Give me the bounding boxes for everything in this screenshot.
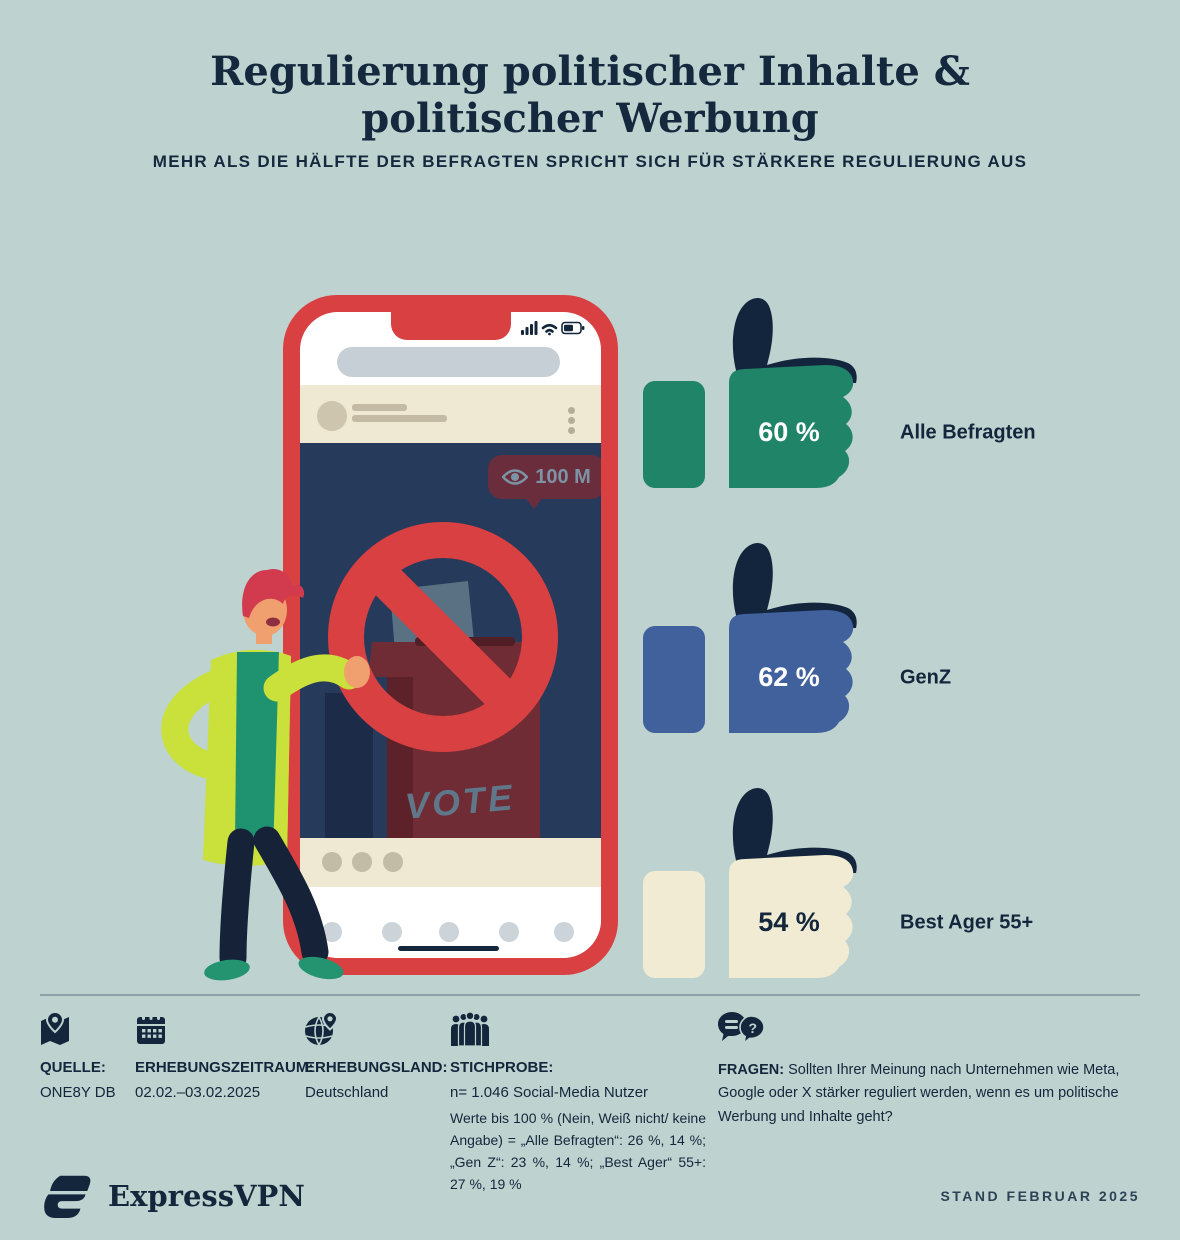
nav-dot-icon[interactable]	[499, 922, 519, 942]
avatar	[317, 401, 347, 431]
sample-value: n= 1.046 Social-Media Nutzer	[450, 1084, 649, 1101]
thumb-hand	[729, 610, 854, 733]
nav-dot-icon[interactable]	[439, 922, 459, 942]
prohibition-icon	[328, 522, 558, 752]
action-dot-icon[interactable]	[383, 852, 403, 872]
person-illustration	[161, 568, 370, 981]
post-menu-icon[interactable]	[568, 407, 575, 414]
questions-text: FRAGEN: Sollten Ihrer Meinung nach Unter…	[718, 1059, 1146, 1129]
phone-notch	[390, 312, 511, 340]
views-count: 100 M	[535, 465, 591, 488]
percentage-value: 54 %	[758, 907, 820, 937]
expressvpn-logo-icon	[44, 1175, 91, 1218]
person-hair	[242, 568, 305, 618]
battery-icon	[561, 321, 585, 335]
badge-tail	[525, 497, 543, 509]
sample-note: Werte bis 100 % (Nein, Weiß nicht/ keine…	[450, 1109, 706, 1192]
globe-pin-icon	[305, 1010, 339, 1046]
person-left-shoe	[204, 959, 250, 981]
group-label: Alle Befragten	[900, 421, 1036, 444]
footer-sample: STICHPROBE: n= 1.046 Social-Media Nutzer…	[450, 1011, 706, 1195]
chat-question-icon: ?	[718, 1012, 765, 1046]
person-mouth	[266, 617, 280, 627]
page-title: Regulierung politischer Inhalte & politi…	[0, 48, 1180, 142]
questions-value: Sollten Ihrer Meinung nach Unternehmen w…	[718, 1062, 1120, 1125]
wifi-icon	[541, 323, 558, 336]
person-left-leg	[219, 828, 255, 972]
thumbs-up-icon	[643, 788, 857, 978]
title-line-2: politischer Werbung	[361, 95, 819, 143]
phone-screen: 100 M VOTE	[300, 312, 601, 958]
thumb-cuff	[643, 871, 705, 978]
percentage-value: 60 %	[758, 417, 820, 447]
person-shirt	[235, 652, 279, 842]
person-right-leg	[253, 826, 329, 966]
phone-illustration: 100 M VOTE	[283, 295, 618, 975]
thumbs-up-icon	[643, 543, 857, 733]
thumb-cuff	[643, 381, 705, 488]
search-bar-placeholder[interactable]	[337, 347, 560, 377]
person-right-shoe	[298, 956, 344, 980]
people-icon	[451, 1011, 489, 1047]
action-dot-icon[interactable]	[352, 852, 372, 872]
subtitle-placeholder-line	[352, 415, 447, 422]
nav-dot-icon[interactable]	[554, 922, 574, 942]
expressvpn-logo: ExpressVPN	[40, 1172, 305, 1220]
group-label: Best Ager 55+	[900, 911, 1034, 934]
country-value: Deutschland	[305, 1084, 389, 1101]
thumb-finger	[732, 543, 857, 628]
person-coat-edge	[273, 652, 291, 860]
person-right-hand	[344, 656, 370, 688]
username-placeholder-line	[352, 404, 407, 411]
stand-date: STAND FEBRUAR 2025	[940, 1188, 1140, 1204]
ballot-scene	[325, 522, 558, 838]
post-menu-icon[interactable]	[568, 417, 575, 424]
person-right-arm	[263, 654, 363, 702]
thumb-hand	[729, 365, 854, 488]
questions-label: FRAGEN:	[718, 1062, 785, 1078]
action-dot-icon[interactable]	[322, 852, 342, 872]
post-actions-strip	[300, 838, 601, 887]
post-image: 100 M VOTE	[300, 443, 601, 838]
thumb-cuff	[643, 626, 705, 733]
group-label: GenZ	[900, 666, 952, 689]
footer-source: QUELLE: ONE8Y DB	[40, 1010, 135, 1105]
thumb-hand	[729, 855, 854, 978]
thumb-row: 62 % GenZ	[643, 538, 1163, 738]
footer-period: ERHEBUNGSZEITRAUM: 02.02.–03.02.2025	[135, 1012, 314, 1105]
thumb-row: 60 % Alle Befragten	[643, 293, 1163, 493]
sample-label: STICHPROBE:	[450, 1059, 554, 1076]
period-value: 02.02.–03.02.2025	[135, 1084, 261, 1101]
footer-country: ERHEBUNGSLAND: Deutschland	[305, 1010, 448, 1105]
nav-dot-icon[interactable]	[382, 922, 402, 942]
home-indicator[interactable]	[398, 946, 499, 951]
thumb-finger	[732, 298, 857, 383]
nav-dot-icon[interactable]	[322, 922, 342, 942]
views-badge: 100 M	[488, 455, 601, 499]
thumb-row: 54 % Best Ager 55+	[643, 783, 1163, 983]
eye-icon	[502, 469, 529, 485]
svg-text:?: ?	[749, 1020, 758, 1036]
page-subtitle: MEHR ALS DIE HÄLFTE DER BEFRAGTEN SPRICH…	[152, 152, 1028, 171]
country-label: ERHEBUNGSLAND:	[305, 1059, 448, 1076]
thumbs-up-icon	[643, 298, 857, 488]
source-value: ONE8Y DB	[40, 1084, 116, 1101]
source-label: QUELLE:	[40, 1059, 106, 1076]
calendar-icon	[137, 1012, 165, 1044]
post-header	[300, 385, 601, 443]
thumb-finger	[732, 788, 857, 873]
expressvpn-logo-text: ExpressVPN	[108, 1179, 305, 1213]
signal-icon	[521, 321, 538, 335]
footer-questions: ? FRAGEN: Sollten Ihrer Meinung nach Unt…	[718, 1012, 1146, 1129]
status-bar-icons	[521, 321, 585, 336]
percentage-value: 62 %	[758, 662, 820, 692]
period-label: ERHEBUNGSZEITRAUM:	[135, 1059, 314, 1076]
title-line-1: Regulierung politischer Inhalte &	[210, 48, 970, 95]
footer-divider	[40, 994, 1140, 996]
post-menu-icon[interactable]	[568, 427, 575, 434]
map-pin-icon	[41, 1010, 69, 1045]
